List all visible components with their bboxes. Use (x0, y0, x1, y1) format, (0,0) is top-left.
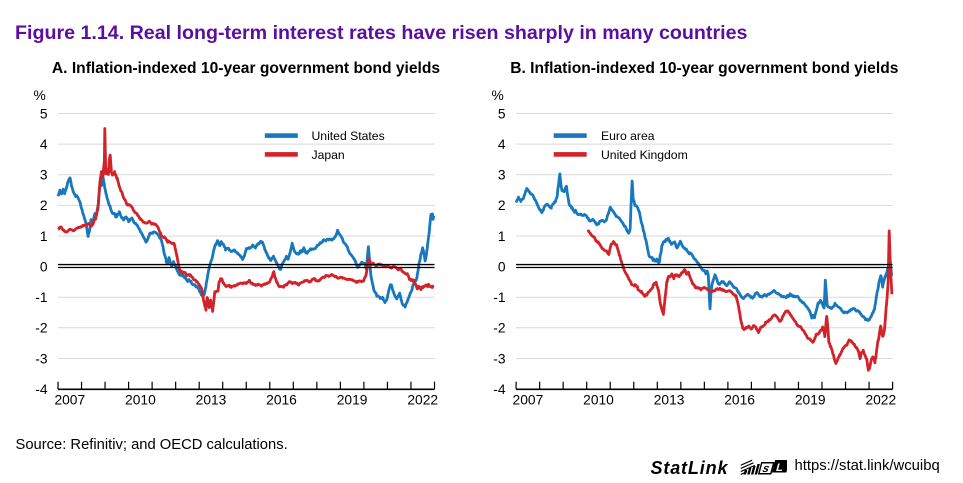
svg-text:2016: 2016 (724, 393, 755, 408)
svg-text:-3: -3 (35, 351, 48, 366)
svg-text:2007: 2007 (513, 393, 544, 408)
svg-text:0: 0 (40, 259, 48, 274)
svg-text:-1: -1 (35, 290, 47, 305)
svg-text:2013: 2013 (196, 393, 227, 408)
svg-text:2010: 2010 (125, 393, 156, 408)
svg-text:United Kingdom: United Kingdom (601, 148, 688, 162)
svg-text:2019: 2019 (795, 393, 826, 408)
svg-text:2019: 2019 (337, 393, 368, 408)
svg-text:2: 2 (498, 198, 506, 213)
svg-text:2016: 2016 (266, 393, 297, 408)
svg-text:5: 5 (40, 106, 48, 121)
svg-text:L: L (774, 462, 784, 474)
svg-text:United States: United States (312, 129, 385, 143)
svg-text:-2: -2 (35, 321, 47, 336)
svg-text:2: 2 (40, 198, 48, 213)
svg-text:4: 4 (40, 137, 48, 152)
svg-text:1: 1 (40, 229, 48, 244)
svg-text:-4: -4 (35, 382, 48, 397)
svg-text:%: % (34, 88, 46, 103)
svg-text:-2: -2 (493, 321, 505, 336)
svg-text:-3: -3 (493, 351, 506, 366)
svg-text:2010: 2010 (583, 393, 614, 408)
svg-text:2022: 2022 (865, 393, 896, 408)
svg-text:%: % (492, 88, 504, 103)
svg-text:3: 3 (40, 168, 48, 183)
svg-text:2013: 2013 (654, 393, 685, 408)
svg-text:2007: 2007 (54, 393, 85, 408)
svg-text:3: 3 (498, 168, 506, 183)
svg-text:2022: 2022 (407, 393, 438, 408)
svg-text:s: s (761, 462, 771, 475)
svg-text:-4: -4 (493, 382, 506, 397)
svg-text:5: 5 (498, 106, 506, 121)
svg-text:-1: -1 (493, 290, 505, 305)
svg-text:0: 0 (498, 259, 506, 274)
svg-text:Euro area: Euro area (601, 129, 655, 143)
svg-text:1: 1 (498, 229, 506, 244)
svg-text:Japan: Japan (312, 148, 345, 162)
svg-text:4: 4 (498, 137, 506, 152)
